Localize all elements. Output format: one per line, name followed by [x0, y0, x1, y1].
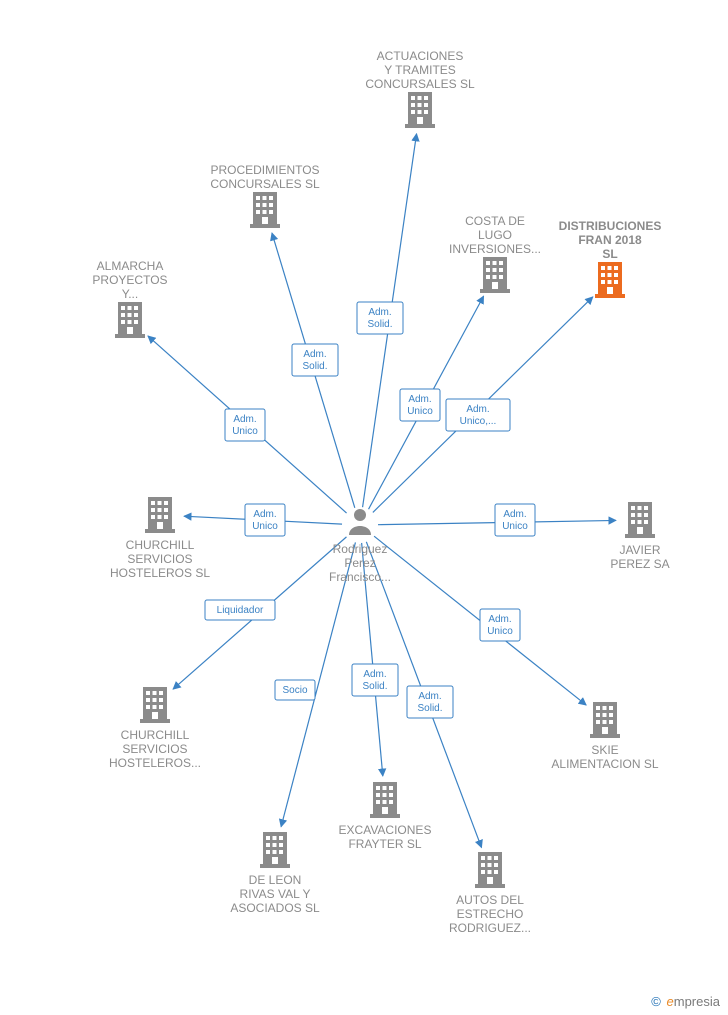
- company-node[interactable]: COSTA DELUGOINVERSIONES...: [449, 214, 541, 293]
- svg-text:RODRIGUEZ...: RODRIGUEZ...: [449, 921, 531, 935]
- company-node[interactable]: SKIEALIMENTACION SL: [551, 702, 658, 771]
- svg-text:FRAN 2018: FRAN 2018: [578, 233, 642, 247]
- svg-text:Unico: Unico: [502, 521, 528, 532]
- svg-text:Adm.: Adm.: [363, 669, 386, 680]
- copyright-symbol: ©: [651, 994, 661, 1009]
- svg-text:Solid.: Solid.: [367, 319, 392, 330]
- svg-text:Adm.: Adm.: [368, 307, 391, 318]
- svg-text:ASOCIADOS SL: ASOCIADOS SL: [230, 901, 320, 915]
- svg-text:Rodriguez: Rodriguez: [333, 542, 388, 556]
- svg-text:SERVICIOS: SERVICIOS: [127, 552, 192, 566]
- svg-text:INVERSIONES...: INVERSIONES...: [449, 242, 541, 256]
- svg-text:AUTOS DEL: AUTOS DEL: [456, 893, 524, 907]
- svg-text:PROCEDIMIENTOS: PROCEDIMIENTOS: [210, 163, 319, 177]
- svg-text:LUGO: LUGO: [478, 228, 512, 242]
- company-node[interactable]: PROCEDIMIENTOSCONCURSALES SL: [210, 163, 320, 228]
- brand-e: e: [667, 994, 674, 1009]
- svg-text:Francisco...: Francisco...: [329, 570, 391, 584]
- brand-rest: mpresia: [674, 994, 720, 1009]
- center-person-node[interactable]: RodriguezPerezFrancisco...: [329, 509, 391, 584]
- svg-text:CHURCHILL: CHURCHILL: [126, 538, 195, 552]
- svg-text:HOSTELEROS...: HOSTELEROS...: [109, 756, 201, 770]
- network-diagram: Adm.Solid.Adm.Solid.Adm.UnicoAdm.Unico,.…: [0, 0, 728, 1015]
- svg-text:JAVIER: JAVIER: [619, 543, 660, 557]
- svg-text:SKIE: SKIE: [591, 743, 618, 757]
- svg-text:Adm.: Adm.: [488, 614, 511, 625]
- svg-text:Adm.: Adm.: [418, 691, 441, 702]
- company-node[interactable]: EXCAVACIONESFRAYTER SL: [339, 782, 432, 851]
- svg-text:Unico: Unico: [252, 521, 278, 532]
- svg-text:PROYECTOS: PROYECTOS: [92, 273, 167, 287]
- svg-text:Adm.: Adm.: [303, 349, 326, 360]
- svg-text:Y TRAMITES: Y TRAMITES: [384, 63, 456, 77]
- svg-text:ESTRECHO: ESTRECHO: [457, 907, 524, 921]
- svg-text:ALIMENTACION SL: ALIMENTACION SL: [551, 757, 658, 771]
- company-node[interactable]: CHURCHILLSERVICIOSHOSTELEROS SL: [110, 497, 210, 580]
- company-node[interactable]: JAVIERPEREZ SA: [610, 502, 669, 571]
- svg-text:ALMARCHA: ALMARCHA: [97, 259, 164, 273]
- svg-text:RIVAS VAL Y: RIVAS VAL Y: [240, 887, 311, 901]
- svg-text:DISTRIBUCIONES: DISTRIBUCIONES: [559, 219, 662, 233]
- svg-text:EXCAVACIONES: EXCAVACIONES: [339, 823, 432, 837]
- svg-text:Solid.: Solid.: [417, 703, 442, 714]
- svg-text:SL: SL: [602, 247, 617, 261]
- company-node[interactable]: CHURCHILLSERVICIOSHOSTELEROS...: [109, 687, 201, 770]
- svg-text:Unico: Unico: [232, 426, 258, 437]
- svg-text:ACTUACIONES: ACTUACIONES: [377, 49, 464, 63]
- svg-text:FRAYTER SL: FRAYTER SL: [348, 837, 421, 851]
- company-node[interactable]: ACTUACIONESY TRAMITESCONCURSALES SL: [365, 49, 475, 128]
- svg-text:CONCURSALES SL: CONCURSALES SL: [210, 177, 320, 191]
- svg-text:Unico,...: Unico,...: [460, 416, 497, 427]
- svg-text:Y...: Y...: [122, 287, 138, 301]
- svg-text:CONCURSALES SL: CONCURSALES SL: [365, 77, 475, 91]
- company-node[interactable]: ALMARCHAPROYECTOSY...: [92, 259, 167, 338]
- svg-text:Solid.: Solid.: [302, 361, 327, 372]
- svg-text:DE LEON: DE LEON: [249, 873, 302, 887]
- svg-text:Adm.: Adm.: [408, 394, 431, 405]
- svg-text:Unico: Unico: [407, 406, 433, 417]
- svg-text:Adm.: Adm.: [466, 404, 489, 415]
- svg-text:Liquidador: Liquidador: [217, 605, 264, 616]
- svg-text:Adm.: Adm.: [503, 509, 526, 520]
- svg-text:COSTA DE: COSTA DE: [465, 214, 525, 228]
- svg-text:HOSTELEROS SL: HOSTELEROS SL: [110, 566, 210, 580]
- svg-text:SERVICIOS: SERVICIOS: [122, 742, 187, 756]
- svg-text:Adm.: Adm.: [233, 414, 256, 425]
- svg-text:Socio: Socio: [282, 685, 307, 696]
- svg-text:Adm.: Adm.: [253, 509, 276, 520]
- footer-brand: © empresia: [651, 994, 720, 1009]
- svg-text:CHURCHILL: CHURCHILL: [121, 728, 190, 742]
- company-node[interactable]: AUTOS DELESTRECHORODRIGUEZ...: [449, 852, 531, 935]
- svg-text:PEREZ SA: PEREZ SA: [610, 557, 669, 571]
- svg-text:Solid.: Solid.: [362, 681, 387, 692]
- svg-text:Perez: Perez: [344, 556, 375, 570]
- svg-text:Unico: Unico: [487, 626, 513, 637]
- company-node[interactable]: DE LEONRIVAS VAL YASOCIADOS SL: [230, 832, 320, 915]
- company-node[interactable]: DISTRIBUCIONESFRAN 2018SL: [559, 219, 662, 298]
